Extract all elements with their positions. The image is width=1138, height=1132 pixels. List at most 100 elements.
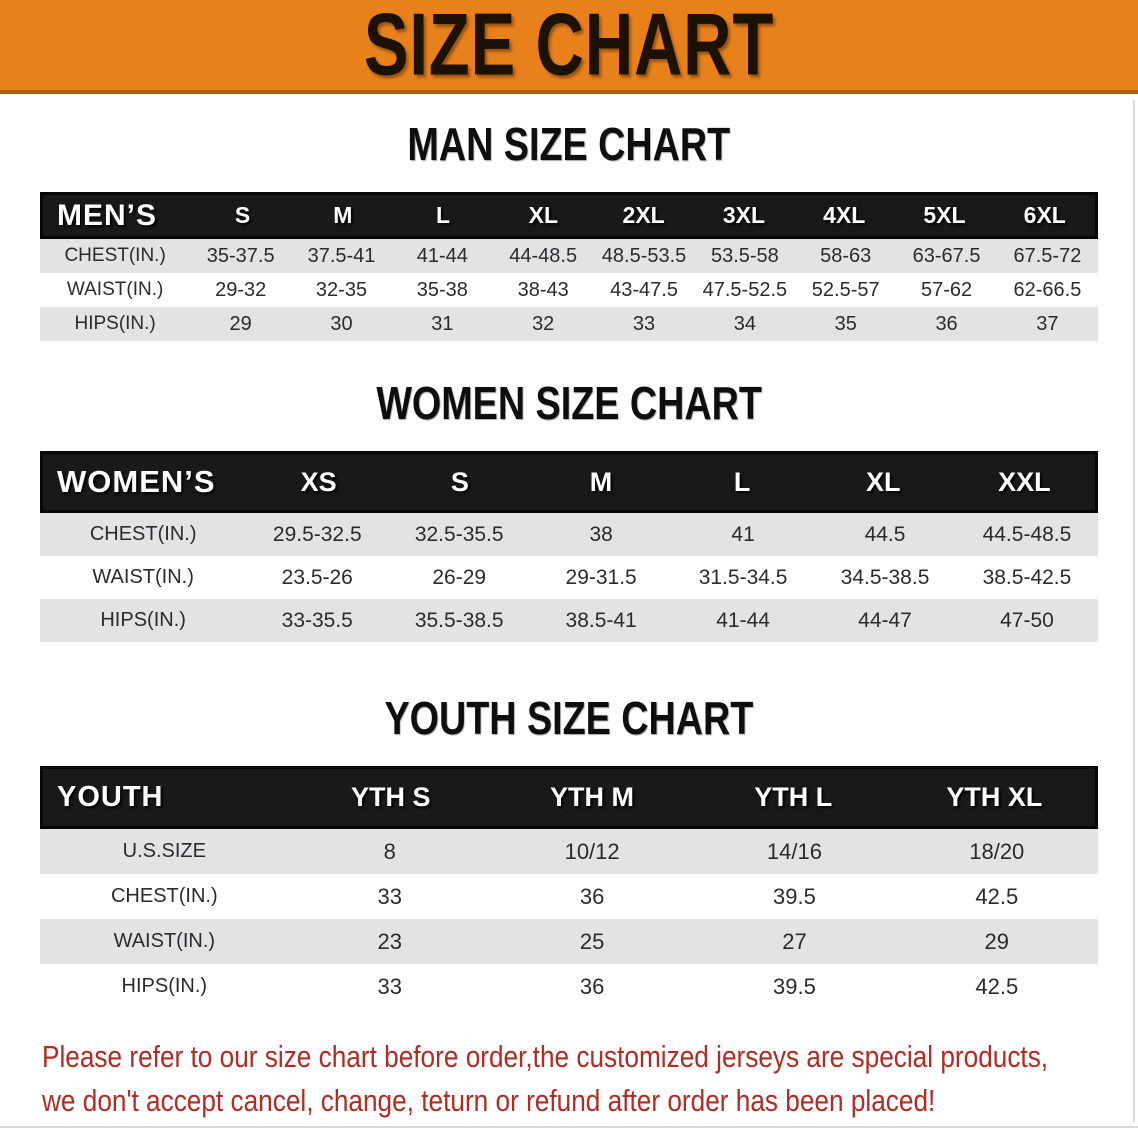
- size-column-header: 5XL: [923, 202, 966, 228]
- size-value-cell: 23.5-26: [281, 565, 353, 589]
- size-value-cell: 34.5-38.5: [840, 565, 930, 589]
- size-value-cell: 32: [532, 312, 555, 335]
- size-value-cell: 38.5-42.5: [982, 565, 1072, 589]
- youth-size-chart-heading: YOUTH SIZE CHART: [0, 692, 1138, 744]
- size-value-cell: 57-62: [920, 278, 973, 301]
- table-header-bar: WOMEN’S XS S M L XL XXL: [40, 451, 1098, 513]
- measure-row-label: CHEST(IN.): [89, 523, 197, 545]
- table-corner-label: MEN’S: [57, 198, 158, 232]
- table-corner-label: YOUTH: [57, 781, 164, 813]
- size-value-cell: 29: [984, 928, 1010, 954]
- size-value-cell: 33: [377, 883, 403, 909]
- size-value-cell: 30: [330, 312, 353, 335]
- measure-row-label: WAIST(IN.): [113, 930, 216, 952]
- size-value-cell: 36: [579, 883, 605, 909]
- size-column-header: YTH XL: [946, 782, 1043, 812]
- size-value-cell: 35: [834, 312, 857, 335]
- table-row: HIPS(IN.) 29 30 31 32 33 34 35 36 37: [40, 307, 1098, 341]
- size-value-cell: 63-67.5: [912, 244, 981, 267]
- size-value-cell: 14/16: [766, 838, 822, 864]
- size-value-cell: 36: [935, 312, 958, 335]
- size-value-cell: 39.5: [773, 973, 816, 999]
- women-size-table: WOMEN’S XS S M L XL XXL CHEST(IN.) 29.5-32.5 32.5…: [40, 451, 1098, 642]
- size-value-cell: 47-50: [1000, 608, 1054, 632]
- youth-size-chart-heading-text: YOUTH SIZE CHART: [384, 692, 754, 744]
- size-value-cell: 18/20: [969, 838, 1025, 864]
- measure-row-label: HIPS(IN.): [121, 975, 208, 997]
- measure-row-label: WAIST(IN.): [66, 279, 164, 300]
- measure-row-label: CHEST(IN.): [64, 245, 166, 266]
- table-body: CHEST(IN.) 29.5-32.5 32.5-35.5 38 41 44.5 44.5…: [40, 513, 1098, 642]
- size-value-cell: 29-31.5: [565, 565, 637, 589]
- size-column-header: L: [733, 466, 751, 497]
- size-value-cell: 38-43: [517, 278, 569, 301]
- size-value-cell: 43-47.5: [610, 278, 678, 301]
- size-value-cell: 29: [229, 312, 252, 335]
- size-column-header: 6XL: [1023, 202, 1066, 228]
- size-value-cell: 33: [632, 312, 656, 335]
- table-body: U.S.SIZE 8 10/12 14/16 18/20 CHEST(IN.) 33 36 39…: [40, 829, 1098, 1009]
- table-row: HIPS(IN.) 33-35.5 35.5-38.5 38.5-41 41-44 44-…: [40, 599, 1098, 642]
- size-column-header: XXL: [998, 466, 1051, 497]
- size-value-cell: 38.5-41: [565, 608, 637, 632]
- table-row: HIPS(IN.) 33 36 39.5 42.5: [40, 964, 1098, 1009]
- size-value-cell: 52.5-57: [811, 278, 880, 301]
- size-value-cell: 29-32: [215, 278, 267, 301]
- size-column-header: 4XL: [823, 202, 866, 228]
- size-value-cell: 37: [1036, 312, 1059, 335]
- size-value-cell: 32.5-35.5: [414, 522, 504, 546]
- size-value-cell: 35-37.5: [206, 244, 275, 267]
- size-value-cell: 34: [733, 312, 756, 335]
- table-row: CHEST(IN.) 33 36 39.5 42.5: [40, 874, 1098, 919]
- women-size-chart-heading-text: WOMEN SIZE CHART: [376, 377, 762, 429]
- table-corner-label: WOMEN’S: [57, 464, 216, 499]
- banner-title: SIZE CHART: [363, 0, 775, 94]
- size-value-cell: 39.5: [773, 883, 816, 909]
- measure-row-label: WAIST(IN.): [92, 566, 194, 588]
- size-value-cell: 37.5-41: [307, 244, 376, 267]
- size-column-header: S: [450, 466, 469, 497]
- measure-row-label: HIPS(IN.): [100, 609, 186, 631]
- size-column-header: L: [436, 202, 451, 228]
- size-value-cell: 42.5: [975, 883, 1019, 909]
- size-value-cell: 44-48.5: [509, 244, 578, 267]
- size-column-header: M: [333, 202, 353, 228]
- size-value-cell: 31.5-34.5: [698, 565, 788, 589]
- table-row: WAIST(IN.) 23 25 27 29: [40, 919, 1098, 964]
- size-column-header: YTH S: [351, 782, 431, 812]
- size-value-cell: 44.5: [864, 522, 906, 546]
- size-value-cell: 47.5-52.5: [702, 278, 788, 301]
- size-value-cell: 25: [579, 928, 605, 954]
- size-value-cell: 33-35.5: [281, 608, 353, 632]
- measure-row-label: HIPS(IN.): [74, 313, 156, 334]
- size-chart-banner: SIZE CHART: [0, 0, 1138, 94]
- size-value-cell: 41: [731, 522, 755, 546]
- size-value-cell: 10/12: [564, 838, 620, 864]
- size-value-cell: 27: [782, 928, 807, 954]
- disclaimer-line-1: Please refer to our size chart before or…: [42, 1039, 1049, 1074]
- table-row: WAIST(IN.) 29-32 32-35 35-38 38-43 43-47.5 47.…: [40, 273, 1098, 307]
- disclaimer-note: Please refer to our size chart before or…: [42, 1035, 1138, 1123]
- table-row: WAIST(IN.) 23.5-26 26-29 29-31.5 31.5-34.5 34…: [40, 556, 1098, 599]
- man-size-chart-heading: MAN SIZE CHART: [0, 118, 1138, 170]
- size-value-cell: 41-44: [416, 244, 468, 267]
- men-size-table: MEN’S S M L XL 2XL 3XL 4XL 5XL 6XL CHEST(IN.) 35-37…: [40, 192, 1098, 341]
- size-value-cell: 31: [431, 312, 454, 335]
- size-column-header: XL: [528, 202, 559, 228]
- size-column-header: S: [234, 202, 251, 228]
- size-value-cell: 41-44: [716, 608, 770, 632]
- size-value-cell: 48.5-53.5: [601, 244, 687, 267]
- photo-bottom-edge: [0, 1126, 1138, 1128]
- size-value-cell: 42.5: [975, 973, 1019, 999]
- size-column-header: 3XL: [722, 202, 766, 228]
- size-column-header: M: [589, 466, 613, 497]
- table-header-bar: MEN’S S M L XL 2XL 3XL 4XL 5XL 6XL: [40, 192, 1098, 239]
- table-header-bar: YOUTH YTH S YTH M YTH L YTH XL: [40, 766, 1098, 829]
- size-column-header: XL: [866, 466, 901, 497]
- size-column-header: YTH L: [754, 782, 833, 812]
- size-column-header: YTH M: [550, 782, 634, 812]
- youth-size-table: YOUTH YTH S YTH M YTH L YTH XL U.S.SIZE 8 10/12…: [40, 766, 1098, 1009]
- photo-right-edge: [1133, 100, 1135, 1122]
- size-value-cell: 29.5-32.5: [272, 522, 362, 546]
- size-value-cell: 36: [579, 973, 605, 999]
